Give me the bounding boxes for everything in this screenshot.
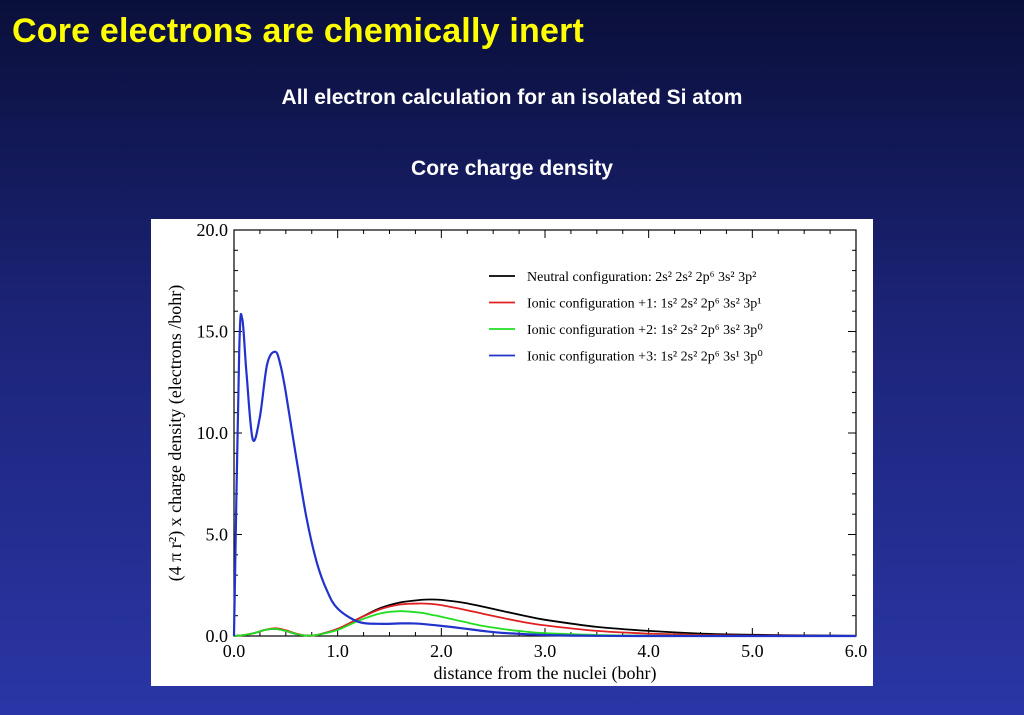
y-tick-label: 15.0 — [197, 322, 229, 342]
x-tick-label: 4.0 — [637, 641, 660, 661]
x-tick-label: 1.0 — [326, 641, 349, 661]
x-tick-label: 3.0 — [534, 641, 557, 661]
x-tick-label: 6.0 — [845, 641, 868, 661]
legend-label-4: Ionic configuration +3: 1s² 2s² 2p⁶ 3s¹ … — [527, 350, 763, 365]
slide-title: Core electrons are chemically inert — [12, 12, 585, 50]
y-tick-label: 10.0 — [197, 423, 229, 443]
x-axis-label: distance from the nuclei (bohr) — [434, 663, 657, 684]
chart-caption: Core charge density — [411, 157, 613, 180]
x-tick-label: 2.0 — [430, 641, 453, 661]
line-chart: 0.0 1.0 2.0 3.0 4.0 5.0 6.00.05.010.015.020.0 … — [165, 220, 868, 684]
plot-frame — [233, 229, 857, 637]
slide-subtitle: All electron calculation for an isolated… — [281, 86, 743, 109]
series-line-4 — [232, 312, 856, 638]
y-tick-label: 5.0 — [206, 525, 229, 545]
x-tick-label: 0.0 — [223, 641, 246, 661]
x-tick-label: 5.0 — [741, 641, 764, 661]
legend-label-3: Ionic configuration +2: 1s² 2s² 2p⁶ 3s² … — [527, 323, 763, 338]
y-axis-label: (4 π r²) x charge density (electrons /bo… — [165, 285, 186, 582]
y-tick-label: 0.0 — [206, 626, 229, 646]
y-tick-label: 20.0 — [197, 220, 229, 240]
chart-panel: 0.0 1.0 2.0 3.0 4.0 5.0 6.0 0.0 5.0 10.0 15.0 20.0 … — [151, 219, 873, 686]
legend-label-1: Neutral configuration: 2s² 2s² 2p⁶ 3s² 3… — [527, 270, 756, 285]
legend-label-2: Ionic configuration +1: 1s² 2s² 2p⁶ 3s² … — [527, 297, 762, 312]
